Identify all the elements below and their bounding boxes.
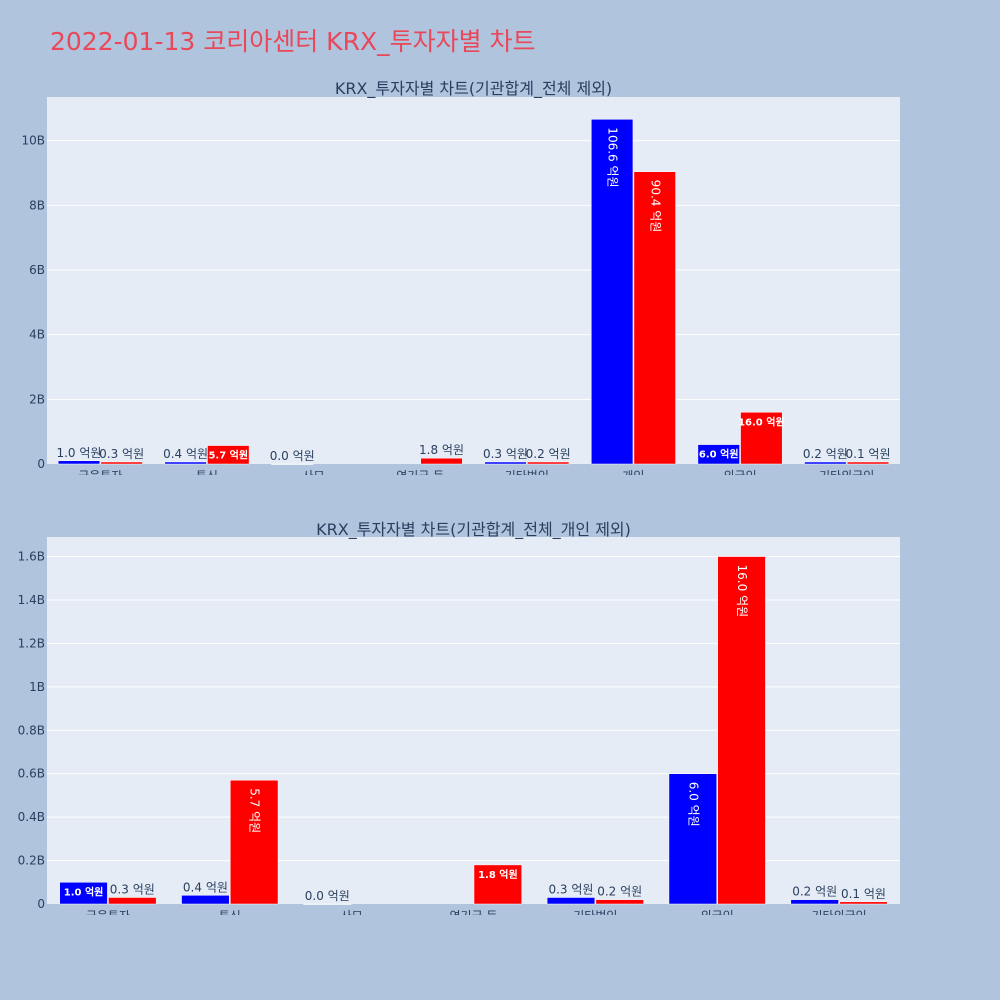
data-label: 1.8 억원 [419, 443, 464, 457]
investor-chart-total: KRX_투자자별 차트(기관합계_전체 제외) 0 2B 4B 6B 8B 10B 금융투자 투… [21, 79, 900, 475]
y-tick-label: 0 [37, 897, 45, 911]
data-label: 16.0 억원 [738, 415, 785, 428]
x-tick-label: 사모 [303, 469, 325, 475]
bar [717, 556, 766, 905]
plot-area [47, 537, 900, 904]
chart-title: KRX_투자자별 차트(기관합계_전체_개인 제외) [316, 520, 631, 540]
bar [546, 897, 596, 905]
data-label: 0.3 억원 [110, 882, 155, 896]
y-tick-label: 4B [29, 328, 45, 342]
data-label: 1.0 억원 [64, 885, 104, 898]
data-label: 0.3 억원 [548, 882, 593, 896]
data-label: 0.0 억원 [305, 889, 350, 903]
y-tick-label: 6B [29, 263, 45, 277]
bar [303, 903, 352, 905]
x-tick-label: 외국인 [724, 469, 757, 475]
bar [790, 899, 839, 905]
x-tick-label: 투신 [196, 469, 218, 475]
x-tick-label: 투신 [219, 909, 241, 915]
x-tick-label: 기타외국인 [811, 909, 866, 915]
data-label: 0.0 억원 [270, 449, 315, 463]
y-tick-label: 1.4B [18, 593, 45, 607]
bar [230, 779, 279, 905]
x-tick-label: 금융투자 [78, 469, 122, 475]
bar [57, 460, 101, 465]
y-tick-label: 0.4B [18, 810, 45, 824]
x-tick-label: 금융투자 [86, 909, 130, 915]
data-label: 0.4 억원 [163, 447, 208, 461]
data-label: 5.7 억원 [248, 788, 262, 833]
data-label: 1.8 억원 [478, 868, 518, 881]
data-label: 0.1 억원 [841, 887, 886, 901]
bar [839, 901, 888, 905]
y-tick-label: 1.2B [18, 636, 45, 650]
data-label: 16.0 억원 [735, 565, 749, 618]
x-tick-label: 개인 [622, 469, 644, 475]
bar [633, 171, 676, 465]
bar [108, 897, 157, 905]
bar [59, 882, 108, 905]
bar [473, 864, 522, 905]
bar [740, 412, 783, 465]
x-tick-label: 사모 [341, 909, 363, 915]
y-tick-label: 8B [29, 198, 45, 212]
bar [484, 461, 527, 465]
data-label: 0.2 억원 [792, 885, 837, 899]
data-label: 6.0 억원 [699, 448, 739, 461]
plot-area [47, 97, 900, 464]
bar [527, 461, 570, 465]
investor-chart-excl-individual: KRX_투자자별 차트(기관합계_전체_개인 제외) 0 0.2B 0.4B 0.6B 0… [18, 520, 900, 915]
y-tick-label: 0 [37, 457, 45, 471]
bar [591, 119, 634, 465]
chart-title: KRX_투자자별 차트(기관합계_전체 제외) [335, 79, 612, 99]
x-tick-label: 연기금 등 [396, 469, 444, 475]
data-label: 106.6 억원 [606, 127, 620, 187]
bar [697, 444, 740, 465]
bar [164, 461, 207, 465]
bar [271, 463, 314, 465]
x-tick-label: 외국인 [701, 909, 734, 915]
data-label: 1.0 억원 [56, 446, 101, 460]
data-label: 5.7 억원 [208, 449, 248, 462]
bar [804, 461, 847, 465]
y-tick-label: 1.6B [18, 550, 45, 564]
data-label: 0.1 억원 [846, 447, 891, 461]
bar [846, 461, 890, 465]
page-title: 2022-01-13 코리아센터 KRX_투자자별 차트 [50, 27, 536, 56]
y-tick-label: 2B [29, 392, 45, 406]
data-label: 0.3 억원 [99, 447, 144, 461]
x-tick-label: 기타법인 [573, 909, 617, 915]
y-tick-label: 0.8B [18, 723, 45, 737]
y-tick-label: 10B [21, 134, 45, 148]
bar [100, 461, 143, 465]
bar [207, 445, 250, 465]
y-tick-label: 0.6B [18, 767, 45, 781]
bar [420, 457, 463, 465]
data-label: 0.2 억원 [803, 447, 848, 461]
bar [181, 895, 230, 905]
y-tick-label: 1B [29, 680, 45, 694]
x-tick-label: 기타법인 [505, 469, 549, 475]
x-tick-label: 연기금 등 [450, 909, 498, 915]
data-label: 0.4 억원 [183, 880, 228, 894]
bar [595, 899, 644, 905]
data-label: 6.0 억원 [686, 782, 700, 827]
data-label: 90.4 억원 [648, 180, 662, 233]
data-label: 0.2 억원 [597, 885, 642, 899]
y-tick-label: 0.2B [18, 854, 45, 868]
data-label: 0.3 억원 [483, 447, 528, 461]
data-label: 0.2 억원 [526, 447, 571, 461]
bar [668, 773, 717, 905]
x-tick-label: 기타외국인 [819, 469, 874, 475]
